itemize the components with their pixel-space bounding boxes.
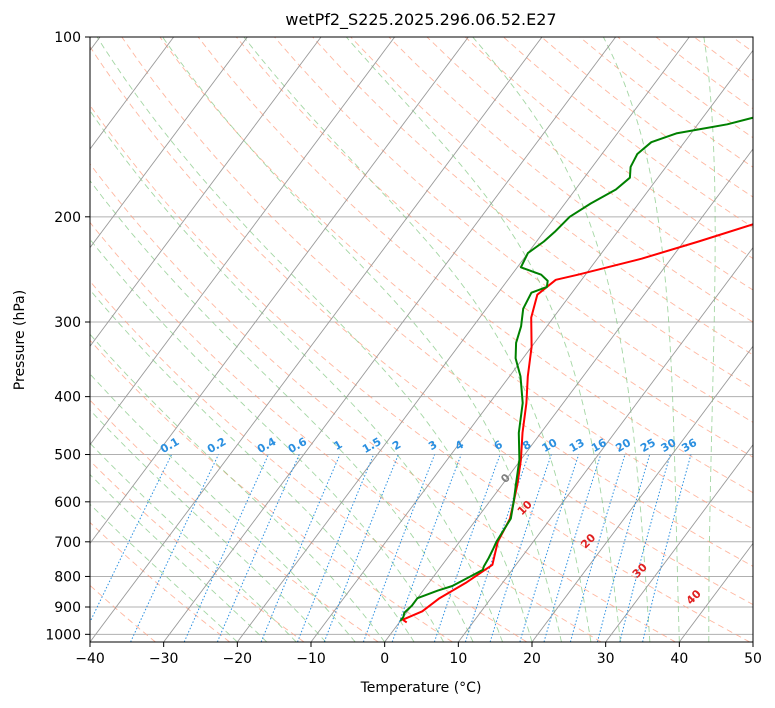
y-tick-label: 100: [54, 30, 81, 46]
dry-adiabat-line: [90, 584, 156, 642]
y-tick-label: 200: [54, 210, 81, 226]
x-tick-label: 40: [670, 651, 688, 667]
isotherms: [90, 37, 753, 642]
y-tick-label: 600: [54, 495, 81, 511]
isotherm-line: [90, 37, 469, 545]
dry-adiabat-line: [90, 45, 753, 606]
x-tick-label: −40: [75, 651, 105, 667]
isotherm-line: [605, 444, 753, 642]
isotherm-line: [90, 37, 322, 347]
x-axis-label: Temperature (°C): [360, 680, 482, 696]
mixing-ratio-line: [362, 454, 436, 642]
mixing-ratio-line: [569, 454, 626, 642]
x-tick-label: −10: [296, 651, 326, 667]
moist-adiabat-line: [243, 37, 592, 642]
x-tick-label: −30: [149, 651, 179, 667]
x-tick-label: 20: [523, 651, 541, 667]
mixing-ratio-line: [216, 454, 300, 642]
mixing-ratio-line: [183, 454, 269, 642]
x-axis: −40 −30 −20 −10 0 10 20 30 40 50: [75, 642, 762, 667]
isotherm-line: [752, 641, 753, 642]
mixing-ratio-line: [260, 454, 341, 642]
dry-adiabats: [0, 37, 753, 642]
mixing-ratio-line: [433, 454, 501, 642]
plot-area: [90, 37, 753, 642]
dry-adiabat-line: [90, 104, 751, 642]
y-tick-label: 700: [54, 535, 81, 551]
moist-adiabat-line: [703, 37, 716, 642]
x-tick-label: 0: [380, 651, 389, 667]
mixing-ratio-line: [323, 454, 399, 642]
moist-adiabat-line: [345, 37, 621, 642]
isotherm-line: [90, 37, 175, 150]
plot-frame: [89, 36, 754, 643]
moist-adiabat-line: [96, 37, 533, 642]
x-tick-label: 30: [597, 651, 615, 667]
isotherm-line: [90, 37, 248, 249]
dry-adiabat-line: [350, 37, 753, 356]
dry-adiabat-line: [121, 37, 753, 567]
dry-adiabat-line: [90, 460, 305, 642]
y-tick-label: 800: [54, 569, 81, 585]
profile-series: [399, 116, 753, 624]
dewpoint-line: [399, 116, 753, 622]
moist-adiabat-line: [90, 110, 503, 642]
isotherm-line: [531, 345, 753, 642]
mixing-ratio-line: [90, 454, 173, 624]
isotherm-line: [90, 37, 543, 642]
moist-adiabat-line: [90, 289, 415, 642]
isotherm-line: [90, 37, 396, 446]
y-axis: 100 200 300 400 500 600 700 800 900 1000: [45, 30, 90, 643]
y-tick-label: 1000: [45, 627, 81, 643]
dry-adiabat-line: [235, 37, 753, 458]
mixing-ratio-line: [543, 454, 602, 642]
y-tick-label: 500: [54, 448, 81, 464]
x-tick-label: 50: [744, 651, 762, 667]
temperature-line: [401, 223, 753, 624]
isotherm-line: [310, 49, 753, 642]
dry-adiabat-line: [312, 37, 753, 389]
isotherm-line: [384, 148, 753, 642]
dry-adiabat-line: [90, 280, 528, 642]
isotherm-line: [457, 246, 753, 642]
x-tick-label: −20: [223, 651, 253, 667]
y-tick-label: 300: [54, 315, 81, 331]
dry-adiabat-line: [90, 221, 602, 642]
dry-adiabat-line: [90, 163, 676, 642]
dry-adiabat-line: [0, 37, 7, 642]
mixing-ratio-line: [130, 454, 219, 642]
y-tick-label: 900: [54, 600, 81, 616]
isotherm-line: [236, 37, 690, 642]
mixing-ratio-line: [596, 454, 651, 642]
isotherm-line: [163, 37, 617, 642]
mixing-ratio-line: [297, 454, 375, 642]
moist-adiabat-line: [90, 503, 238, 642]
moist-adiabat-line: [90, 473, 268, 642]
mixing-ratio-line: [391, 454, 462, 642]
mixing-ratio-line: [519, 454, 580, 642]
mixing-ratio-line: [489, 454, 552, 642]
dry-adiabat-line: [274, 37, 753, 423]
dry-adiabat-line: [90, 339, 453, 642]
moist-adiabat-line: [472, 37, 651, 642]
x-tick-label: 10: [449, 651, 467, 667]
chart-title: wetPf2_S225.2025.296.06.52.E27: [285, 10, 556, 30]
dry-adiabat-line: [159, 37, 753, 530]
moist-adiabat-line: [90, 409, 327, 642]
y-axis-label: Pressure (hPa): [12, 290, 28, 390]
moist-adiabat-line: [90, 333, 386, 642]
y-tick-label: 400: [54, 390, 81, 406]
horizontal-grid: [90, 37, 753, 635]
moist-adiabat-line: [602, 37, 680, 642]
moist-adiabat-line: [90, 179, 474, 642]
dry-adiabat-line: [197, 37, 753, 494]
